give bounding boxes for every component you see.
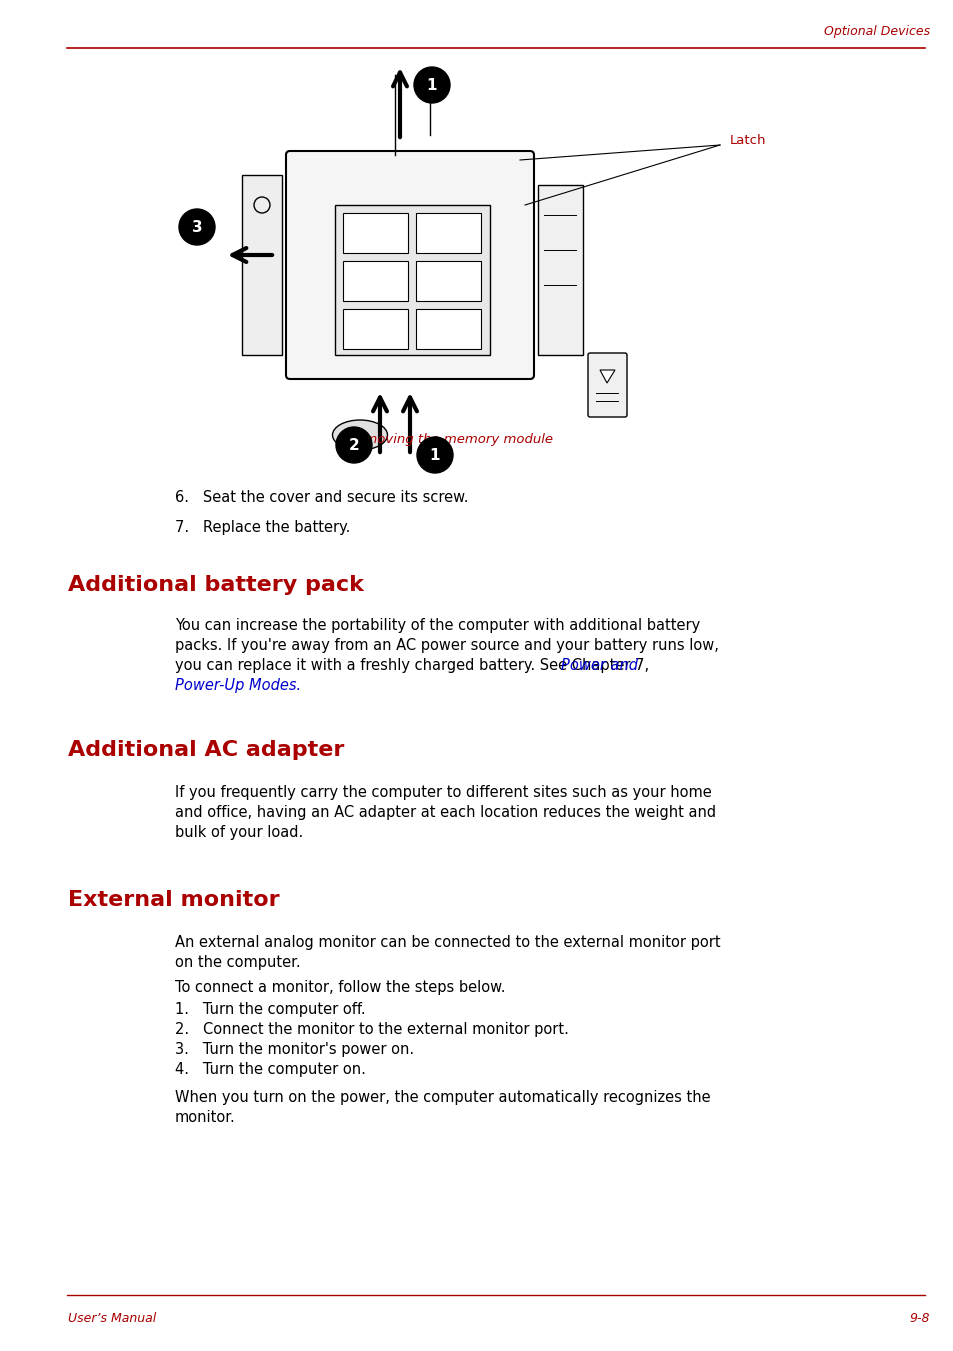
Bar <box>335 205 490 355</box>
Circle shape <box>335 427 372 463</box>
Text: 7.   Replace the battery.: 7. Replace the battery. <box>174 520 350 535</box>
Text: If you frequently carry the computer to different sites such as your home: If you frequently carry the computer to … <box>174 785 711 800</box>
Text: Power-Up Modes.: Power-Up Modes. <box>174 678 301 693</box>
Bar <box>343 261 408 301</box>
Text: 2.   Connect the monitor to the external monitor port.: 2. Connect the monitor to the external m… <box>174 1021 568 1038</box>
Bar <box>537 185 582 355</box>
FancyBboxPatch shape <box>286 151 534 380</box>
Text: on the computer.: on the computer. <box>174 955 300 970</box>
Text: Additional AC adapter: Additional AC adapter <box>68 740 344 761</box>
Text: 9-8: 9-8 <box>908 1312 929 1324</box>
Text: 4.   Turn the computer on.: 4. Turn the computer on. <box>174 1062 366 1077</box>
Text: Optional Devices: Optional Devices <box>823 26 929 38</box>
Bar <box>343 309 408 349</box>
Polygon shape <box>599 370 615 382</box>
Ellipse shape <box>333 420 387 450</box>
Text: Additional battery pack: Additional battery pack <box>68 576 363 594</box>
Bar <box>416 213 480 253</box>
Bar <box>416 261 480 301</box>
Bar <box>416 309 480 349</box>
Text: and office, having an AC adapter at each location reduces the weight and: and office, having an AC adapter at each… <box>174 805 716 820</box>
Text: To connect a monitor, follow the steps below.: To connect a monitor, follow the steps b… <box>174 979 505 994</box>
Circle shape <box>416 436 453 473</box>
FancyBboxPatch shape <box>587 353 626 417</box>
Bar <box>343 213 408 253</box>
Bar <box>242 176 282 355</box>
Text: monitor.: monitor. <box>174 1111 235 1125</box>
Text: 1.   Turn the computer off.: 1. Turn the computer off. <box>174 1002 365 1017</box>
Text: bulk of your load.: bulk of your load. <box>174 825 303 840</box>
Text: 1: 1 <box>429 447 439 462</box>
Text: An external analog monitor can be connected to the external monitor port: An external analog monitor can be connec… <box>174 935 720 950</box>
Text: When you turn on the power, the computer automatically recognizes the: When you turn on the power, the computer… <box>174 1090 710 1105</box>
Text: packs. If you're away from an AC power source and your battery runs low,: packs. If you're away from an AC power s… <box>174 638 719 653</box>
Text: Latch: Latch <box>729 134 765 146</box>
Text: User’s Manual: User’s Manual <box>68 1312 156 1324</box>
Text: you can replace it with a freshly charged battery. See Chapter 7,: you can replace it with a freshly charge… <box>174 658 653 673</box>
Circle shape <box>414 68 450 103</box>
Text: Power and: Power and <box>560 658 638 673</box>
Text: 3: 3 <box>192 219 202 235</box>
Text: Removing the memory module: Removing the memory module <box>347 434 553 446</box>
Text: 1: 1 <box>426 77 436 92</box>
Text: 3.   Turn the monitor's power on.: 3. Turn the monitor's power on. <box>174 1042 414 1056</box>
Text: 2: 2 <box>348 438 359 453</box>
Text: 6.   Seat the cover and secure its screw.: 6. Seat the cover and secure its screw. <box>174 490 468 505</box>
Text: External monitor: External monitor <box>68 890 279 911</box>
Text: You can increase the portability of the computer with additional battery: You can increase the portability of the … <box>174 617 700 634</box>
Circle shape <box>179 209 214 245</box>
